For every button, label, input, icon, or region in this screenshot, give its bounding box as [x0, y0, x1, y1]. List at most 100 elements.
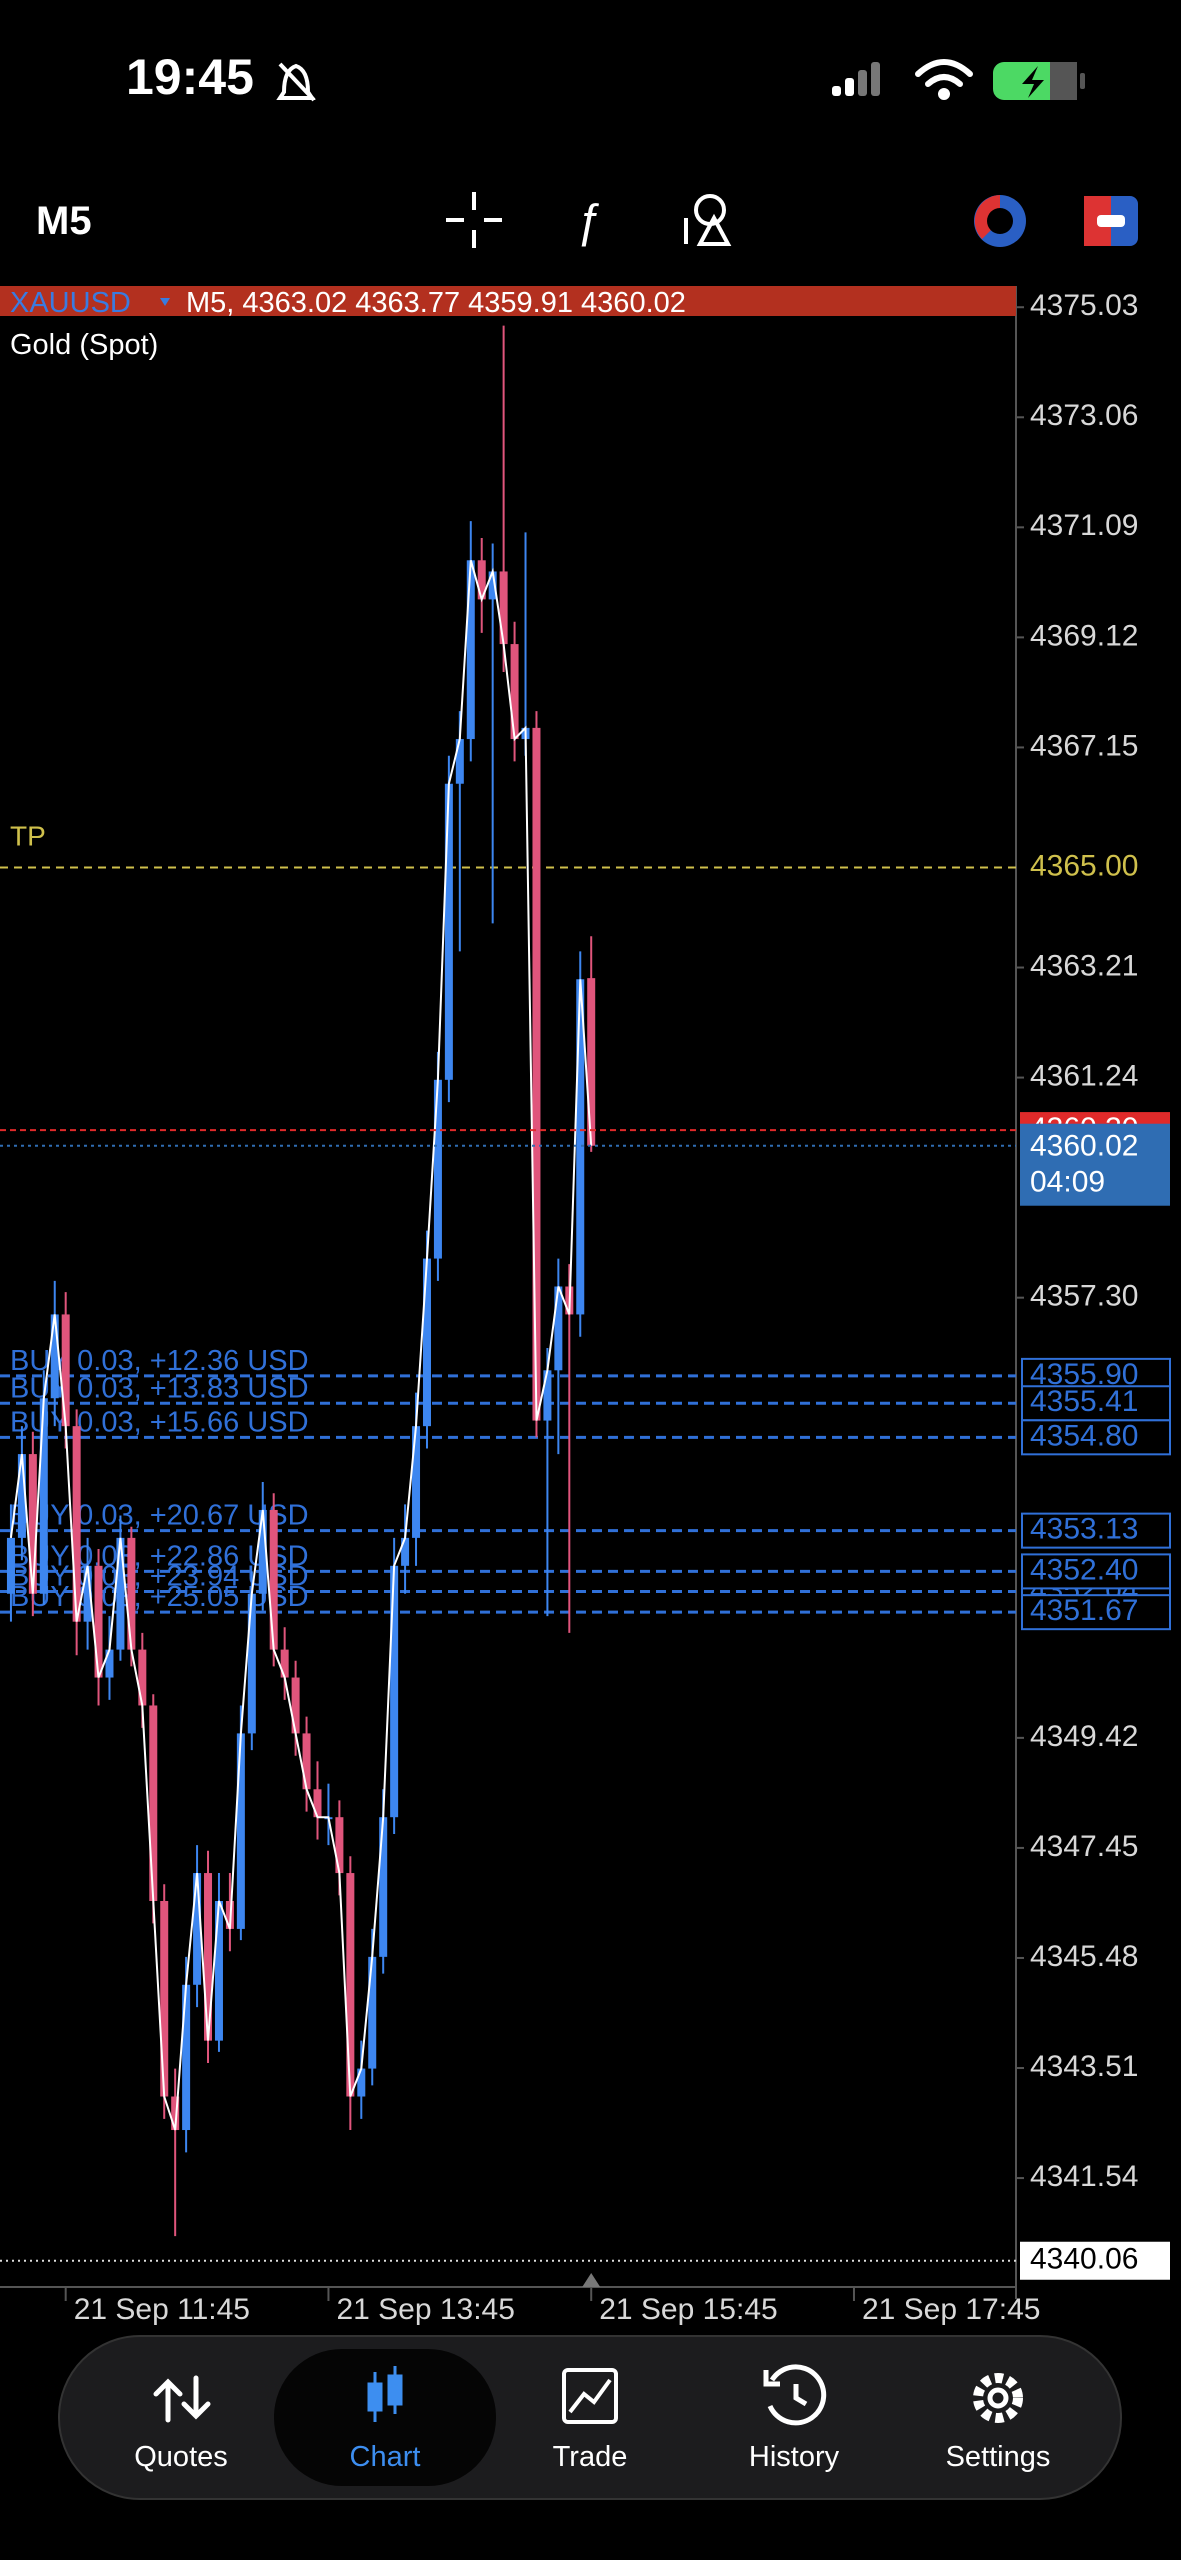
tab-bar	[58, 2335, 1122, 2500]
candle-body	[182, 1984, 191, 2131]
battery-icon	[993, 62, 1085, 100]
candle-body	[61, 1314, 70, 1427]
bar-countdown: 04:09	[1030, 1166, 1105, 1199]
y-tick-label: 4371.09	[1030, 509, 1138, 542]
candle-body	[510, 644, 519, 740]
tab-label[interactable]: Trade	[553, 2441, 628, 2473]
y-tick-label: 4375.03	[1030, 289, 1138, 322]
candle-body	[554, 1286, 563, 1371]
y-tick-label: 4343.51	[1030, 2050, 1138, 2083]
symbol-description: Gold (Spot)	[10, 329, 158, 361]
current-bar-marker	[582, 2273, 601, 2287]
crosshair-button[interactable]	[446, 192, 502, 248]
symbol[interactable]: XAUUSD	[10, 287, 131, 319]
chart[interactable]: XAUUSD M5, 4363.02 4363.77 4359.91 4360.0…	[0, 286, 1178, 2326]
candle-body	[39, 1398, 48, 1594]
y-tick-label: 4373.06	[1030, 399, 1138, 432]
position-price: 4353.13	[1030, 1513, 1138, 1546]
tab-label[interactable]: Quotes	[134, 2441, 228, 2473]
tab-label[interactable]: Chart	[350, 2441, 421, 2473]
timeframe[interactable]: M5	[36, 199, 92, 243]
low-price: 4340.06	[1030, 2243, 1138, 2276]
candle-body	[477, 560, 486, 600]
x-tick-label: 21 Sep 15:45	[599, 2293, 778, 2326]
y-tick-label: 4341.54	[1030, 2160, 1138, 2193]
trade-icon	[562, 2368, 618, 2424]
close-line	[9, 560, 593, 2131]
candle-body	[368, 1956, 377, 2069]
tp-price: 4365.00	[1030, 849, 1138, 882]
candle-body	[6, 1537, 15, 1594]
tab-bar-bg	[58, 2335, 1122, 2500]
quotes-icon	[153, 2375, 211, 2423]
candle-body	[204, 1873, 213, 2041]
candle-body	[412, 1426, 421, 1538]
candle-body	[346, 1873, 355, 2097]
x-tick-label: 21 Sep 17:45	[862, 2293, 1041, 2326]
y-tick-label: 4357.30	[1030, 1280, 1138, 1313]
tp-price-bg	[1018, 849, 1178, 886]
candle-body	[50, 1314, 59, 1399]
candle-body	[269, 1509, 278, 1650]
clock: 19:45	[126, 49, 254, 105]
candle-body	[28, 1454, 37, 1594]
position-price-box	[1021, 1594, 1171, 1631]
position-price: 4352.40	[1030, 1553, 1138, 1586]
candle-body	[532, 727, 541, 1421]
candle-body	[422, 1258, 431, 1427]
y-tick-label: 4369.12	[1030, 619, 1138, 652]
objects-button[interactable]	[684, 194, 732, 246]
toolbar: M5 ƒ	[36, 192, 1138, 248]
candle-body	[401, 1537, 410, 1566]
position-price-box	[1021, 1385, 1171, 1422]
candle-body	[357, 2068, 366, 2097]
tp-label: TP	[10, 821, 46, 852]
x-tick-label: 21 Sep 11:45	[74, 2293, 250, 2326]
position-price: 4355.41	[1030, 1385, 1138, 1418]
candle-body	[576, 979, 585, 1315]
account-button[interactable]	[974, 195, 1026, 247]
tab-label[interactable]: Settings	[946, 2441, 1051, 2473]
candle-body	[455, 739, 464, 784]
active-tab	[274, 2349, 496, 2486]
candle-body	[116, 1537, 125, 1650]
candle-body	[379, 1817, 388, 1957]
signal-icon	[832, 62, 880, 96]
candle-body	[543, 1370, 552, 1421]
tab-label[interactable]: History	[749, 2441, 840, 2473]
y-tick-label: 4345.48	[1030, 1940, 1138, 1973]
position-price: 4351.67	[1030, 1594, 1138, 1627]
chart-header: M5, 4363.02 4363.77 4359.91 4360.02	[186, 287, 686, 319]
candle-body	[214, 1900, 223, 2041]
candle-body	[488, 571, 497, 600]
candle-body	[433, 1079, 442, 1259]
position-label[interactable]: BUY 0.03, +15.66 USD	[10, 1406, 309, 1438]
bid-price-box	[1020, 1123, 1170, 1206]
trade-button[interactable]	[1084, 196, 1138, 246]
candle-body	[313, 1789, 322, 1818]
history-icon	[763, 2364, 827, 2426]
low-price-box	[1020, 2241, 1170, 2280]
chart-icon	[367, 2366, 403, 2422]
candle-body	[258, 1509, 267, 1594]
candle-body	[72, 1426, 81, 1622]
y-tick-label: 4361.24	[1030, 1059, 1138, 1092]
candle-body	[94, 1565, 103, 1678]
candle-body	[236, 1733, 245, 1929]
wifi-icon	[915, 59, 973, 100]
position-price-box	[1021, 1512, 1171, 1549]
position-price-box	[1021, 1553, 1171, 1590]
candle-body	[149, 1705, 158, 1901]
candle-body	[291, 1677, 300, 1734]
candle-body	[302, 1733, 311, 1790]
position-label[interactable]: BUY 0.03, +13.83 USD	[10, 1372, 309, 1404]
candle-body	[247, 1593, 256, 1734]
candle-body	[444, 783, 453, 1080]
candle-body	[83, 1565, 92, 1622]
symbol-dropdown	[160, 298, 170, 306]
y-tick-label: 4363.21	[1030, 949, 1138, 982]
y-tick-label: 4367.15	[1030, 729, 1138, 762]
indicators-button[interactable]: ƒ	[575, 194, 601, 247]
silent-icon	[276, 62, 316, 102]
bid-price: 4360.02	[1030, 1130, 1138, 1163]
